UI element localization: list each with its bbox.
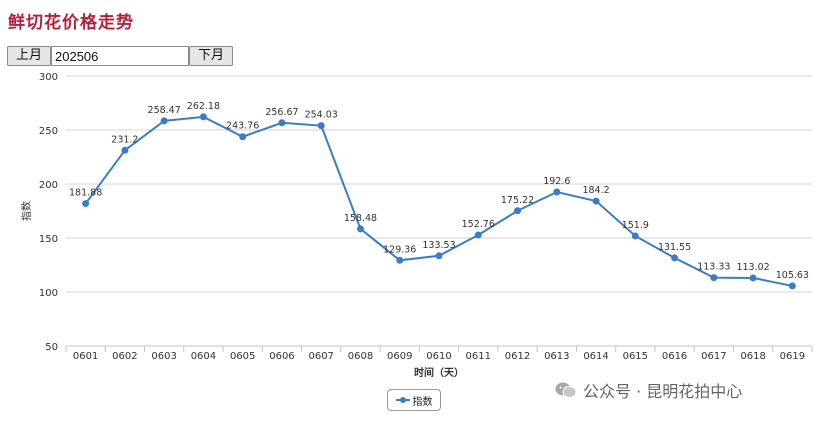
y-tick-label: 100 xyxy=(39,288,58,299)
data-point xyxy=(199,113,207,121)
wechat-icon xyxy=(555,382,577,398)
next-month-button[interactable]: 下月 xyxy=(189,46,233,66)
y-tick-label: 200 xyxy=(39,180,58,191)
data-label: 175.22 xyxy=(501,195,534,206)
x-tick-label: 0607 xyxy=(308,351,333,362)
data-point xyxy=(631,232,639,240)
data-point xyxy=(121,146,129,154)
data-label: 256.67 xyxy=(265,107,298,118)
y-tick-label: 300 xyxy=(39,72,58,83)
x-tick-label: 0614 xyxy=(583,351,608,362)
x-tick-label: 0606 xyxy=(269,351,294,362)
data-point xyxy=(278,119,286,127)
data-label: 262.18 xyxy=(187,101,220,112)
x-tick-label: 0610 xyxy=(426,351,451,362)
x-tick-label: 0615 xyxy=(623,351,648,362)
data-label: 133.53 xyxy=(422,240,455,251)
data-label: 184.2 xyxy=(582,185,609,196)
data-point xyxy=(82,200,90,208)
data-point xyxy=(160,117,168,125)
data-label: 254.03 xyxy=(305,110,338,121)
data-label: 181.88 xyxy=(69,188,102,199)
watermark-text: 公众号 · 昆明花拍中心 xyxy=(583,382,743,401)
x-tick-label: 0604 xyxy=(191,351,216,362)
data-point xyxy=(553,188,561,196)
data-label: 129.36 xyxy=(383,244,416,255)
x-tick-label: 0609 xyxy=(387,351,412,362)
y-tick-label: 150 xyxy=(39,234,58,245)
y-tick-label: 50 xyxy=(45,342,58,353)
data-point xyxy=(710,274,718,282)
data-label: 231.2 xyxy=(111,134,138,145)
data-point xyxy=(396,256,404,264)
data-point xyxy=(317,122,325,130)
data-point xyxy=(514,207,522,215)
x-tick-label: 0602 xyxy=(112,351,137,362)
chart-legend[interactable]: 指数 xyxy=(387,389,441,411)
x-tick-label: 0613 xyxy=(544,351,569,362)
legend-line-marker xyxy=(395,397,410,403)
data-point xyxy=(435,252,443,260)
data-label: 258.47 xyxy=(148,105,181,116)
data-point xyxy=(356,225,364,233)
data-label: 152.76 xyxy=(462,219,495,230)
y-axis-title: 指数 xyxy=(20,201,33,221)
x-tick-label: 0616 xyxy=(662,351,687,362)
data-point xyxy=(788,282,796,290)
x-tick-label: 0617 xyxy=(701,351,726,362)
data-point xyxy=(671,254,679,262)
x-tick-label: 0619 xyxy=(780,351,805,362)
month-input[interactable] xyxy=(51,46,189,66)
watermark: 公众号 · 昆明花拍中心 xyxy=(555,378,742,402)
page-title: 鲜切花价格走势 xyxy=(8,13,134,33)
data-label: 105.63 xyxy=(776,270,809,281)
x-tick-label: 0612 xyxy=(505,351,530,362)
data-label: 158.48 xyxy=(344,213,377,224)
series-line xyxy=(84,115,793,287)
legend-label: 指数 xyxy=(412,396,433,408)
data-point xyxy=(239,133,247,141)
x-tick-label: 0618 xyxy=(740,351,765,362)
x-tick-label: 0611 xyxy=(466,351,491,362)
data-label: 243.76 xyxy=(226,121,259,132)
data-point xyxy=(474,231,482,239)
y-tick-label: 250 xyxy=(39,126,58,137)
data-point xyxy=(592,197,600,205)
x-tick-label: 0603 xyxy=(151,351,176,362)
x-tick-label: 0601 xyxy=(73,351,98,362)
prev-month-button[interactable]: 上月 xyxy=(7,46,51,66)
x-tick-label: 0608 xyxy=(348,351,373,362)
data-label: 113.02 xyxy=(736,262,769,273)
x-axis-title: 时间（天） xyxy=(414,366,464,379)
data-label: 192.6 xyxy=(543,176,570,187)
data-point xyxy=(749,274,757,282)
data-label: 151.9 xyxy=(622,220,649,231)
data-label: 131.55 xyxy=(658,242,691,253)
x-tick-label: 0605 xyxy=(230,351,255,362)
data-label: 113.33 xyxy=(697,262,730,273)
